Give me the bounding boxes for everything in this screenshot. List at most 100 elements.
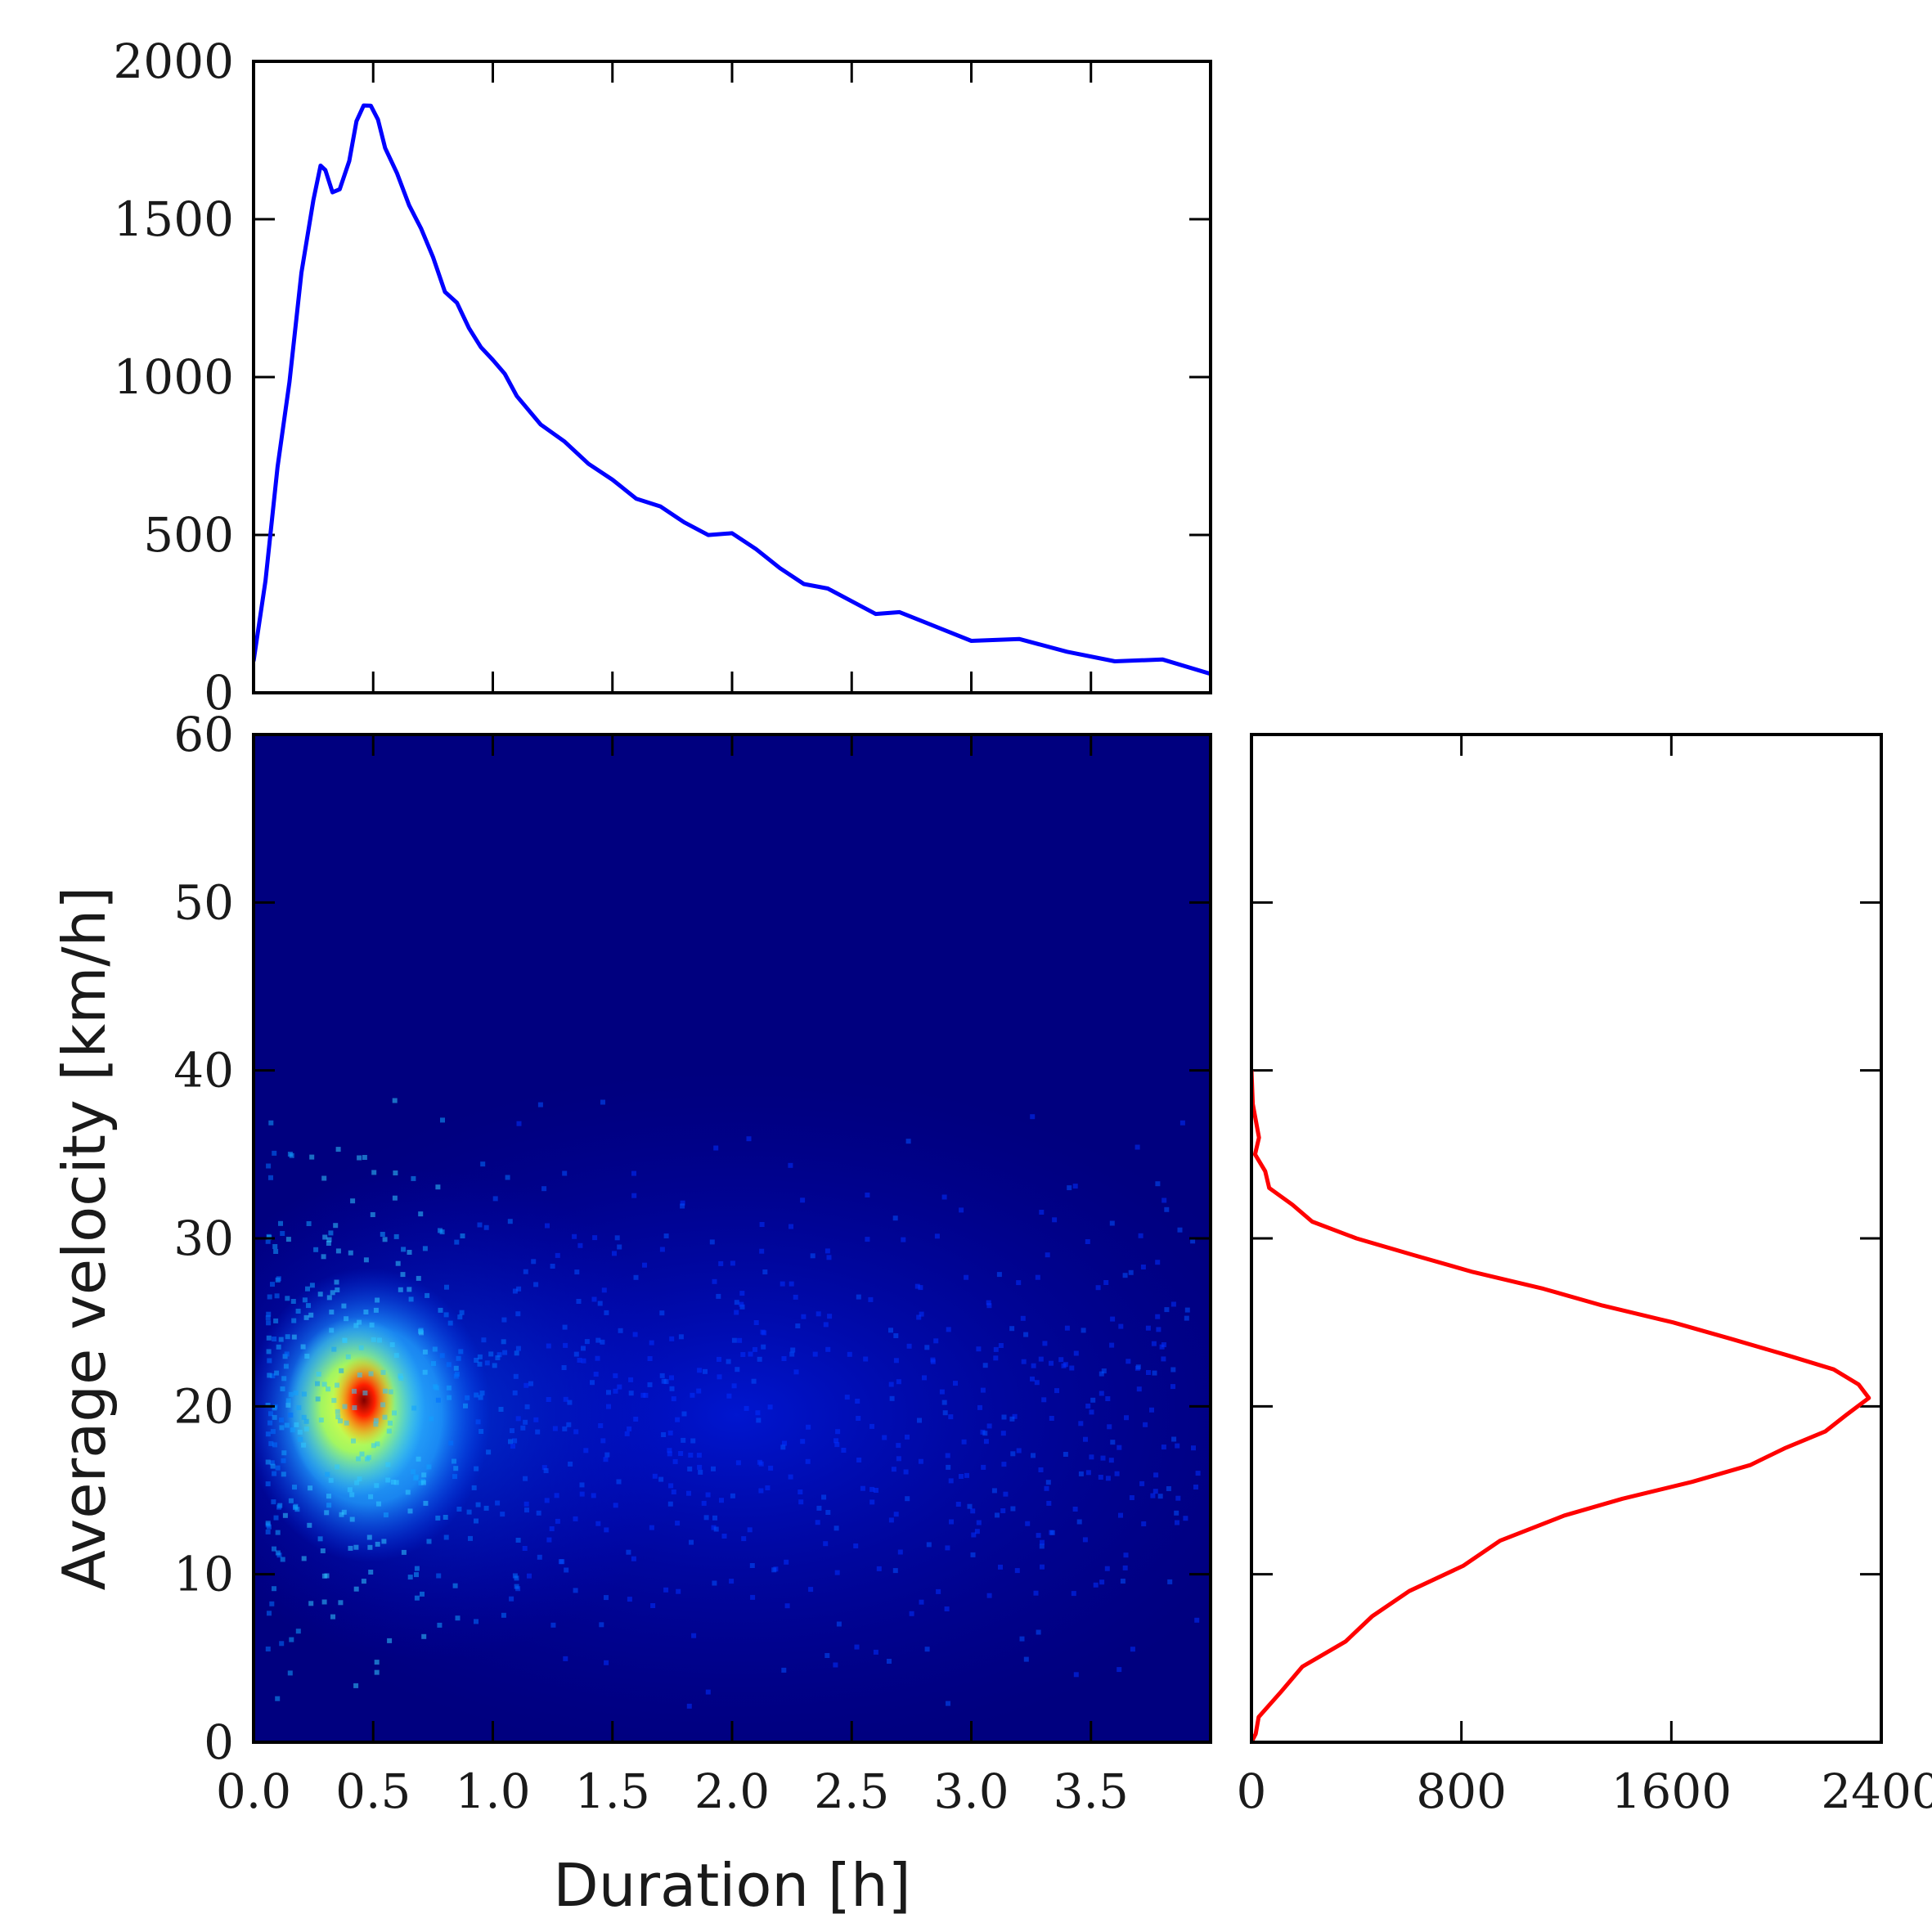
heatmap-cell: [847, 1351, 852, 1357]
heatmap-cell: [436, 1573, 442, 1579]
heatmap-cell: [853, 1543, 859, 1548]
heatmap-cell: [502, 1350, 508, 1355]
heatmap-cell: [398, 1287, 403, 1292]
heatmap-cell: [380, 1232, 385, 1237]
main-x-tick-label: 1.0: [455, 1764, 530, 1819]
heatmap-cell: [500, 1512, 505, 1517]
heatmap-cell: [479, 1429, 484, 1434]
heatmap-cell: [892, 1215, 898, 1221]
heatmap-cell: [1103, 1280, 1109, 1285]
heatmap-cell: [1174, 1510, 1179, 1516]
heatmap-cell: [891, 1467, 896, 1472]
heatmap-cell: [316, 1372, 321, 1377]
heatmap-cell: [896, 1443, 901, 1449]
heatmap-cell: [269, 1601, 275, 1606]
heatmap-cell: [498, 1407, 504, 1412]
heatmap-cell: [717, 1356, 721, 1362]
heatmap-cell: [274, 1370, 280, 1376]
velocity-histogram-line: [1251, 1070, 1871, 1742]
heatmap-cell: [945, 1545, 950, 1551]
heatmap-cell: [581, 1358, 586, 1364]
heatmap-cell: [309, 1154, 315, 1160]
heatmap-cell: [1023, 1332, 1029, 1337]
heatmap-cell: [317, 1292, 323, 1297]
duration-histogram-line: [254, 103, 1211, 676]
main-x-tick-label: 0.0: [216, 1764, 291, 1819]
heatmap-cell: [398, 1376, 404, 1382]
heatmap-cell: [488, 1351, 494, 1357]
heatmap-cell: [321, 1382, 327, 1387]
heatmap-cell: [335, 1382, 339, 1388]
heatmap-cell: [647, 1382, 653, 1387]
heatmap-cell: [265, 1521, 271, 1526]
heatmap-cell: [1149, 1407, 1154, 1413]
heatmap-cell: [942, 1410, 948, 1416]
heatmap-cell: [1009, 1416, 1015, 1422]
heatmap-cell: [288, 1413, 294, 1418]
heatmap-cell: [362, 1155, 367, 1160]
heatmap-cell: [405, 1489, 411, 1495]
heatmap-cell: [659, 1373, 665, 1378]
heatmap-cell: [729, 1579, 735, 1584]
heatmap-cell: [961, 1439, 967, 1445]
heatmap-cell: [901, 1237, 906, 1242]
heatmap-cell: [383, 1512, 389, 1518]
heatmap-cell: [577, 1358, 582, 1363]
heatmap-cell: [375, 1297, 380, 1303]
heatmap-cell: [279, 1418, 284, 1423]
heatmap-cell: [941, 1400, 947, 1405]
heatmap-cell: [335, 1287, 340, 1292]
heatmap-cell: [265, 1529, 271, 1534]
heatmap-cell: [939, 1389, 945, 1395]
heatmap-cell: [512, 1390, 518, 1395]
heatmap-cell: [627, 1426, 632, 1431]
heatmap-cell: [612, 1251, 617, 1256]
heatmap-cell: [703, 1515, 709, 1521]
main-y-tick-label: 30: [173, 1211, 234, 1266]
heatmap-cell: [363, 1257, 369, 1263]
heatmap-cell: [292, 1485, 297, 1490]
heatmap-cell: [780, 1445, 786, 1450]
heatmap-cell: [1128, 1269, 1134, 1275]
heatmap-cell: [294, 1507, 300, 1512]
heatmap-cell: [604, 1595, 609, 1601]
heatmap-cell: [730, 1493, 735, 1498]
heatmap-cell: [328, 1230, 334, 1236]
heatmap-cell: [749, 1563, 755, 1568]
heatmap-cell: [1161, 1356, 1166, 1362]
heatmap-cell: [301, 1414, 307, 1420]
heatmap-cell: [579, 1482, 585, 1488]
heatmap-cell: [330, 1290, 335, 1296]
heatmap-cell: [601, 1287, 607, 1293]
heatmap-cell: [876, 1566, 882, 1571]
heatmap-cell: [882, 1435, 887, 1440]
heatmap-cell: [483, 1224, 489, 1230]
heatmap-cell: [523, 1501, 529, 1507]
heatmap-cell: [313, 1247, 319, 1252]
heatmap-cell: [1117, 1445, 1122, 1450]
heatmap-cell: [481, 1337, 487, 1343]
heatmap-cell: [1030, 1376, 1035, 1382]
heatmap-cell: [626, 1549, 631, 1555]
heatmap-cell: [335, 1414, 341, 1420]
heatmap-cell: [981, 1464, 986, 1470]
heatmap-cell: [1153, 1472, 1159, 1478]
heatmap-cell: [326, 1237, 332, 1242]
heatmap-cell: [1124, 1415, 1129, 1421]
heatmap-cell: [905, 1496, 910, 1502]
heatmap-cell: [808, 1587, 814, 1593]
heatmap-cell: [595, 1355, 600, 1361]
heatmap-cell: [789, 1224, 793, 1229]
heatmap-cell: [265, 1459, 271, 1465]
heatmap-cell: [272, 1586, 276, 1592]
heatmap-cell: [353, 1586, 359, 1592]
heatmap-cell: [416, 1275, 421, 1281]
heatmap-cell: [1039, 1543, 1045, 1549]
heatmap-cell: [705, 1492, 711, 1498]
heatmap-cell: [603, 1457, 609, 1462]
heatmap-cell: [1170, 1301, 1176, 1307]
heatmap-cell: [303, 1427, 309, 1432]
heatmap-cell: [273, 1318, 279, 1323]
heatmap-cell: [273, 1249, 279, 1254]
heatmap-cell: [856, 1416, 861, 1421]
